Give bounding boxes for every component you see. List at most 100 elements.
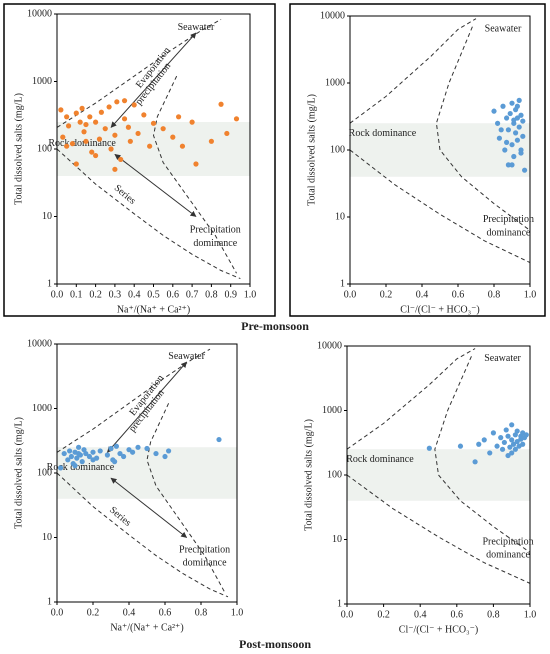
data-point <box>58 107 64 113</box>
y-tick-label: 100 <box>327 469 342 480</box>
data-point <box>179 143 186 149</box>
y-axis-label: Total dissolved salts (mg/L) <box>13 93 24 205</box>
panel-border <box>289 3 546 317</box>
annotation: Seawater <box>484 353 521 364</box>
data-point <box>108 445 114 452</box>
annotation: dominance <box>183 558 227 569</box>
data-point <box>175 114 182 120</box>
annotation: Rock dominance <box>47 462 115 473</box>
data-point <box>89 149 95 155</box>
data-point <box>193 161 199 167</box>
data-point <box>83 450 89 457</box>
data-point <box>487 450 493 456</box>
data-point <box>65 457 71 463</box>
x-tick-label: 1.0 <box>244 289 257 300</box>
data-point <box>502 147 508 153</box>
data-point <box>76 450 82 457</box>
x-tick-label: 0.2 <box>380 289 393 300</box>
x-tick-label: 0.9 <box>224 289 237 300</box>
x-tick-label: 0.8 <box>488 289 501 300</box>
annotation: Seawater <box>485 24 522 35</box>
data-point <box>512 446 518 452</box>
annotation: Seawater <box>168 351 205 362</box>
y-tick-label: 10 <box>335 211 345 222</box>
data-point <box>102 126 108 132</box>
data-point <box>509 142 515 148</box>
shaded-band <box>347 449 530 501</box>
panel-label: Pre-monsoon <box>241 319 309 333</box>
data-point <box>113 443 119 449</box>
data-point <box>499 446 506 452</box>
boundary-curve <box>346 348 476 450</box>
data-point <box>73 110 79 116</box>
data-point <box>112 459 118 465</box>
y-tick-label: 10 <box>42 211 52 222</box>
annotation: Precipitation <box>482 536 533 547</box>
data-point <box>514 438 520 445</box>
data-point <box>65 123 72 129</box>
x-tick-label: 0.7 <box>186 289 199 300</box>
data-point <box>505 162 511 168</box>
data-point <box>523 432 529 438</box>
data-point <box>501 439 507 446</box>
x-tick-label: 0.6 <box>451 609 464 620</box>
x-tick-label: 0.6 <box>159 607 172 618</box>
data-point <box>208 138 214 144</box>
data-point <box>126 447 132 453</box>
data-point <box>74 455 80 461</box>
data-point <box>498 127 504 133</box>
boundary-curve <box>349 18 477 124</box>
data-point <box>507 110 513 117</box>
x-tick-label: 0.4 <box>123 607 136 618</box>
data-point <box>76 444 82 450</box>
data-point <box>141 112 147 118</box>
annotation: Series <box>107 505 133 529</box>
data-point <box>509 450 515 456</box>
data-point <box>72 463 78 469</box>
data-point <box>216 436 222 443</box>
data-point <box>90 457 96 463</box>
y-axis-label: Total dissolved salts (mg/L) <box>306 94 317 206</box>
data-point <box>504 139 510 145</box>
y-tick-label: 1 <box>340 278 345 289</box>
data-point <box>112 132 118 138</box>
x-tick-label: 0.6 <box>452 289 465 300</box>
data-point <box>69 141 76 147</box>
y-tick-label: 10000 <box>27 8 52 19</box>
x-tick-label: 1.0 <box>524 289 537 300</box>
data-point <box>93 152 99 159</box>
data-point <box>153 450 159 457</box>
data-point <box>160 126 166 132</box>
data-point <box>108 146 114 152</box>
x-tick-label: 0.4 <box>416 289 429 300</box>
data-point <box>83 138 89 144</box>
boundary-curve <box>56 472 229 598</box>
data-point <box>511 117 517 123</box>
data-point <box>117 450 123 457</box>
data-point <box>130 449 136 455</box>
data-point <box>104 452 110 458</box>
data-point <box>87 114 93 120</box>
x-axis-label: Na⁺/(Na⁺ + Ca²⁺) <box>110 622 183 633</box>
y-tick-label: 1000 <box>32 403 52 414</box>
data-point <box>112 166 118 172</box>
x-axis-label: Cl⁻/(Cl⁻ + HCO₃⁻) <box>399 624 478 635</box>
data-point <box>81 447 87 453</box>
x-tick-label: 0.0 <box>341 609 354 620</box>
data-point <box>514 137 521 143</box>
data-point <box>509 162 515 168</box>
y-tick-label: 100 <box>37 467 52 478</box>
x-tick-label: 0.2 <box>377 609 390 620</box>
boundary-curve <box>349 149 531 264</box>
x-tick-label: 0.2 <box>89 289 102 300</box>
y-tick-label: 1000 <box>322 405 342 416</box>
data-point <box>64 114 70 120</box>
data-point <box>96 136 103 142</box>
annotation: dominance <box>486 549 530 560</box>
boundary-curve <box>346 474 531 584</box>
data-point <box>121 116 128 122</box>
y-tick-label: 10000 <box>317 340 342 351</box>
data-point <box>495 120 501 126</box>
data-point <box>58 465 64 471</box>
